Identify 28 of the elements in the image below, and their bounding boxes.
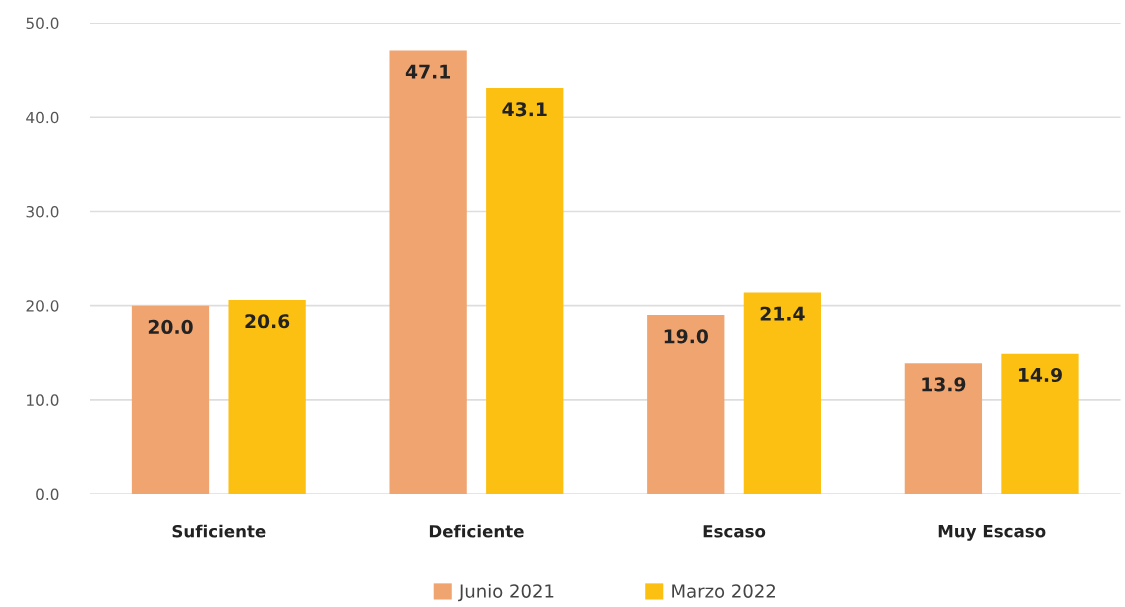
- y-tick-label: 20.0: [26, 300, 59, 312]
- bar: [904, 363, 983, 495]
- x-tick-label: Muy Escaso: [938, 525, 1046, 541]
- data-label: 20.0: [148, 319, 193, 334]
- x-tick-label: Suficiente: [172, 524, 266, 538]
- data-label: 13.9: [922, 377, 966, 392]
- bar: [228, 300, 306, 495]
- data-label: 47.1: [405, 64, 450, 79]
- data-label: 21.4: [760, 306, 805, 321]
- bar: [389, 50, 467, 495]
- x-tick-label: Escaso: [703, 525, 766, 538]
- bar: [1001, 353, 1079, 495]
- data-label: 20.6: [245, 314, 290, 329]
- y-tick-label: 30.0: [26, 205, 59, 218]
- bar: [743, 292, 822, 495]
- bar: [647, 315, 725, 495]
- data-label: 14.9: [1018, 367, 1062, 383]
- y-tick-label: 40.0: [26, 111, 59, 124]
- legend-label: Marzo 2022: [672, 584, 775, 598]
- y-tick-label: 10.0: [27, 394, 59, 406]
- data-label: 43.1: [502, 102, 547, 117]
- x-tick-label: Deficiente: [429, 524, 524, 538]
- data-label: 19.0: [664, 329, 708, 344]
- legend-label: Junio 2021: [458, 583, 554, 602]
- y-tick-label: 0.0: [36, 488, 59, 501]
- y-tick-label: 50.0: [26, 17, 59, 30]
- bar: [486, 88, 564, 495]
- bar: [131, 305, 210, 495]
